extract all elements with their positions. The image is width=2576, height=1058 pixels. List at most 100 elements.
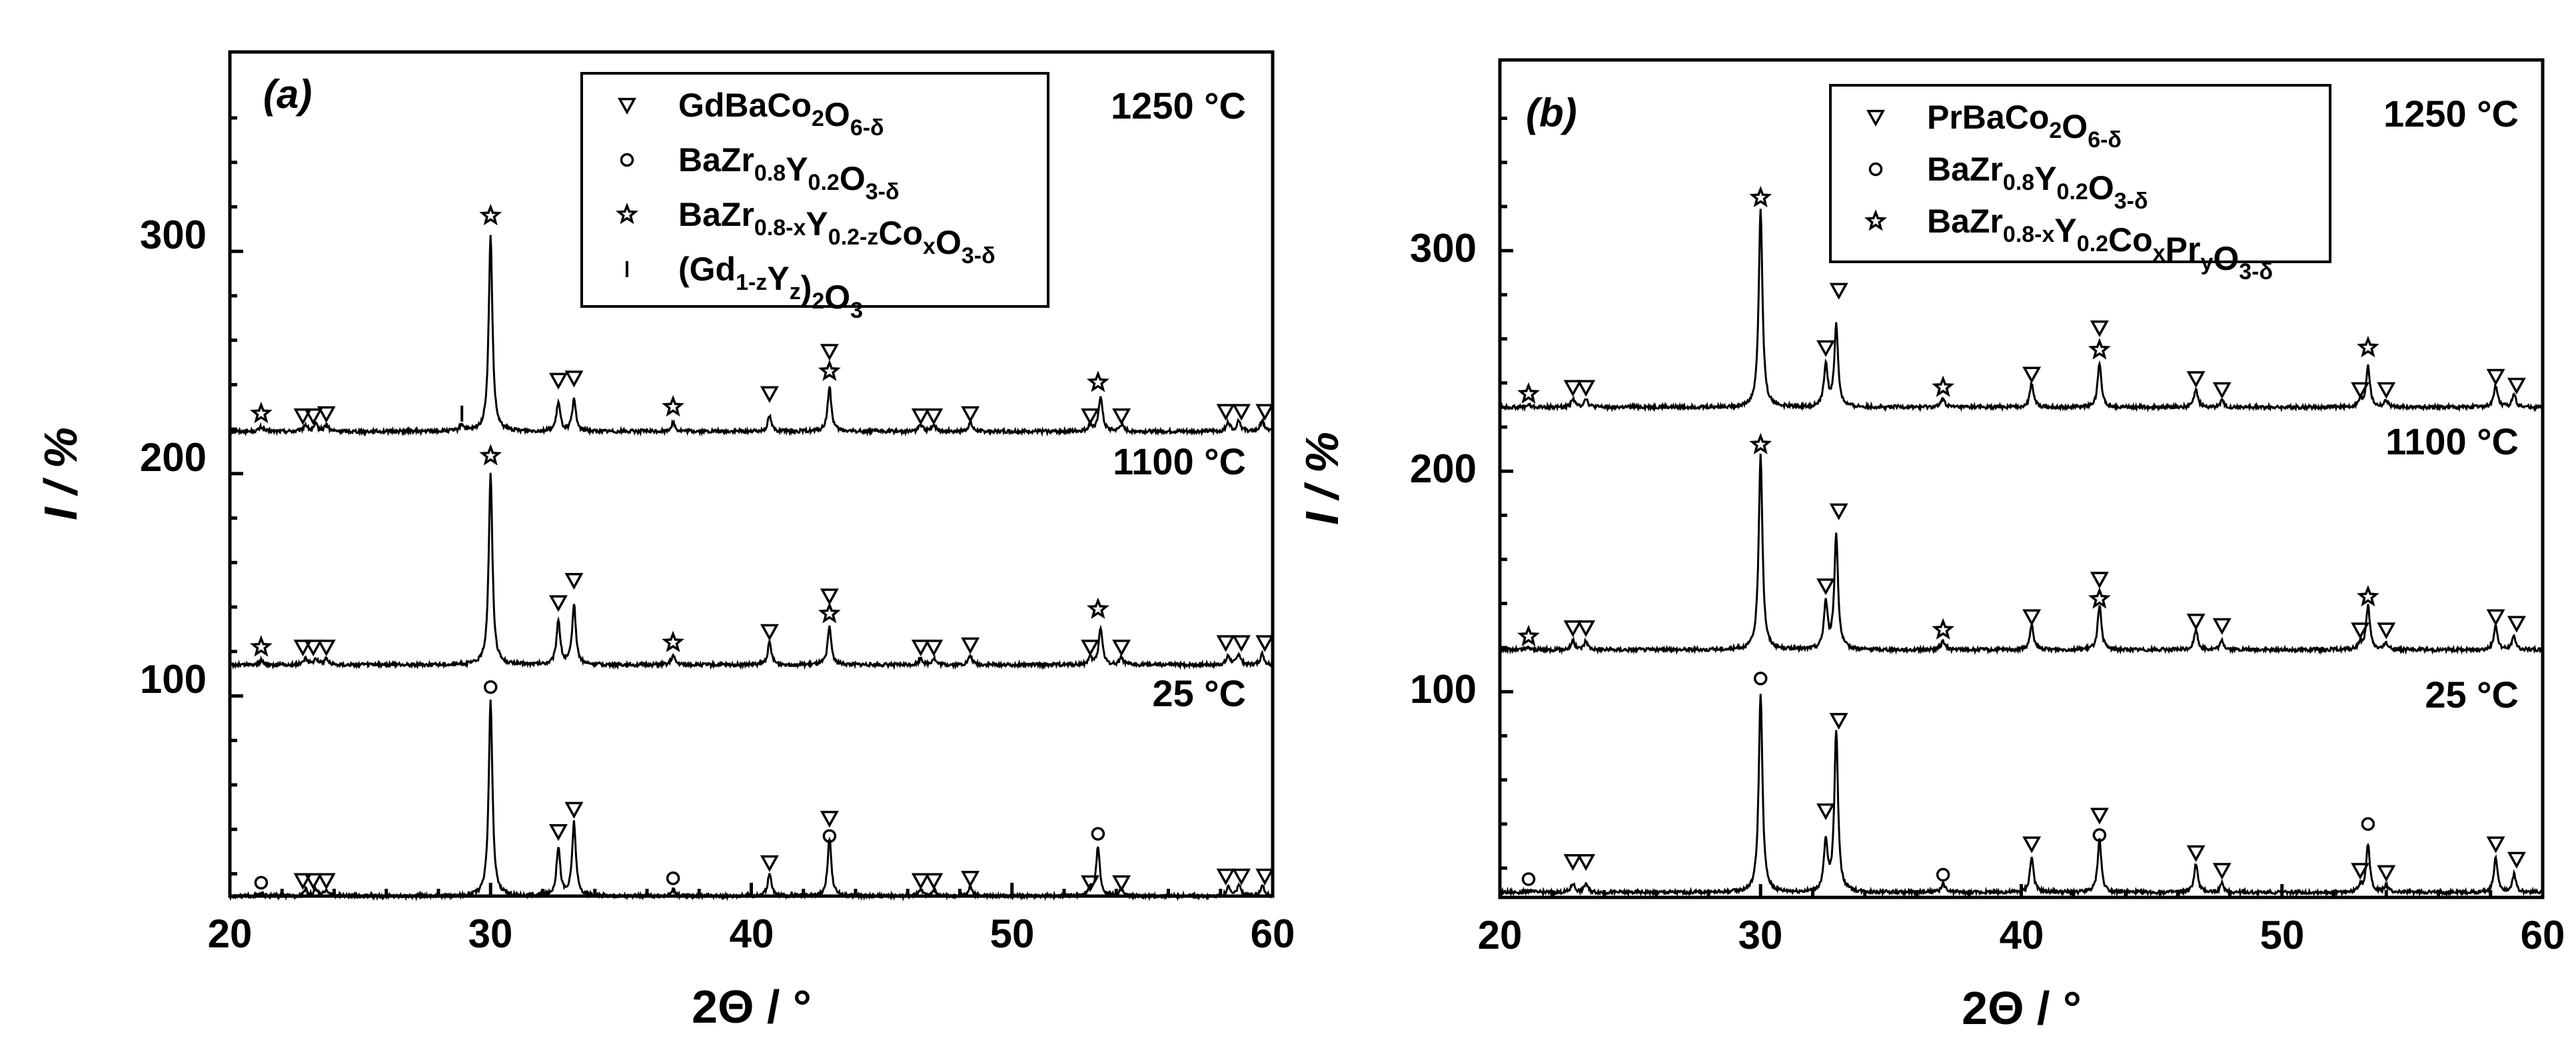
marker-triangle	[1563, 620, 1583, 638]
marker-triangle	[1829, 282, 1848, 300]
legend-label: BaZr0.8-xY0.2-zCoxO3-δ	[678, 196, 995, 268]
marker-triangle	[2186, 845, 2206, 862]
marker-triangle	[1816, 578, 1836, 596]
peak-markers	[1517, 185, 2526, 886]
marker-triangle	[1216, 868, 1235, 885]
marker-triangle	[1112, 408, 1131, 426]
y-tick-label: 200	[140, 435, 207, 480]
xrd-trace-1100C	[1499, 453, 2544, 656]
marker-triangle	[549, 372, 568, 390]
marker-triangle	[1816, 340, 1836, 357]
marker-triangle	[549, 595, 568, 612]
x-axis-label: 2Θ / °	[1962, 982, 2082, 1034]
marker-triangle	[618, 97, 636, 115]
xrd-trace-1100C	[229, 472, 1274, 670]
marker-triangle	[2090, 320, 2109, 338]
y-tick-label: 300	[140, 213, 207, 257]
marker-triangle	[924, 640, 944, 657]
temp-label-1100: 1100 °C	[1113, 440, 1246, 482]
xrd-trace-25C	[1499, 694, 2544, 898]
x-tick-label: 30	[1738, 913, 1783, 957]
marker-triangle	[2507, 616, 2526, 633]
legend-entries: PrBaCo2O6-δBaZr0.8Y0.2O3-δBaZr0.8-xY0.2C…	[1864, 99, 2273, 284]
xrd-trace-25C	[229, 699, 1274, 902]
marker-circle	[822, 829, 837, 843]
marker-circle	[2092, 828, 2107, 842]
marker-star	[2356, 585, 2379, 607]
y-ticks	[230, 116, 243, 876]
marker-triangle	[911, 873, 930, 890]
marker-triangle	[1081, 408, 1100, 426]
temp-label-1250: 1250 °C	[2383, 93, 2519, 135]
panel-label: (a)	[263, 72, 312, 117]
marker-triangle	[1829, 713, 1848, 730]
marker-star	[1086, 597, 1109, 619]
marker-triangle	[1829, 503, 1848, 520]
marker-triangle	[2212, 618, 2232, 635]
marker-circle	[620, 153, 634, 167]
y-tick-label: 100	[1410, 667, 1477, 712]
marker-triangle	[1232, 635, 1251, 652]
legend-label: BaZr0.8Y0.2O3-δ	[678, 141, 900, 205]
marker-triangle	[304, 640, 323, 657]
y-axis-label: I / %	[35, 427, 87, 520]
marker-triangle	[317, 873, 336, 890]
x-tick-label: 40	[730, 911, 774, 956]
marker-triangle	[961, 637, 980, 654]
marker-triangle	[293, 640, 313, 657]
marker-star	[1086, 370, 1109, 392]
marker-triangle	[549, 824, 568, 841]
marker-triangle	[2022, 836, 2042, 853]
marker-triangle	[961, 871, 980, 888]
legend-box	[580, 72, 1049, 308]
legend-box	[1829, 84, 2331, 263]
marker-triangle	[1255, 868, 1275, 885]
marker-circle	[1521, 872, 1536, 886]
marker-triangle	[1577, 380, 1596, 397]
marker-triangle	[317, 640, 336, 657]
panel-a: 20 30 40 50 60 100 200 300 2Θ / ° I / % …	[35, 50, 1295, 1033]
marker-star	[2088, 338, 2111, 360]
marker-star	[615, 203, 639, 225]
marker-triangle	[1563, 380, 1583, 397]
marker-circle	[1091, 827, 1105, 841]
marker-star	[2356, 335, 2379, 358]
temp-label-25: 25 °C	[1152, 672, 1246, 714]
marker-triangle	[2486, 368, 2505, 386]
legend-label: BaZr0.8Y0.2O3-δ	[1927, 151, 2148, 214]
marker-triangle	[2486, 609, 2505, 626]
marker-star	[249, 401, 273, 424]
marker-star	[818, 359, 841, 381]
marker-triangle	[1232, 868, 1251, 885]
marker-triangle	[2090, 807, 2109, 825]
legend-label: BaZr0.8-xY0.2CoxPryO3-δ	[1927, 203, 2273, 284]
marker-circle	[2361, 817, 2375, 831]
marker-triangle	[1081, 875, 1100, 892]
marker-star	[479, 444, 502, 466]
marker-triangle	[760, 624, 779, 641]
marker-triangle	[293, 408, 313, 426]
x-tick-label: 60	[2521, 913, 2565, 957]
x-tick-label: 20	[1478, 913, 1523, 957]
x-tick-label: 50	[2260, 913, 2305, 957]
marker-triangle	[2377, 865, 2396, 882]
marker-triangle	[911, 408, 930, 426]
marker-triangle	[293, 873, 313, 890]
marker-star	[1517, 382, 1540, 404]
y-tick-label: 100	[140, 657, 207, 702]
marker-triangle	[564, 801, 584, 819]
marker-triangle	[2351, 863, 2370, 880]
x-tick-label: 60	[1251, 911, 1295, 956]
marker-triangle	[760, 386, 779, 403]
marker-triangle	[820, 344, 839, 361]
marker-triangle	[1577, 853, 1596, 871]
temp-label-1100: 1100 °C	[2385, 420, 2519, 462]
y-axis-label: I / %	[1296, 432, 1348, 525]
marker-triangle	[2377, 382, 2396, 399]
marker-triangle	[2351, 382, 2370, 399]
x-tick-label: 50	[990, 911, 1035, 956]
marker-star	[1749, 185, 1772, 208]
marker-triangle	[2212, 382, 2232, 399]
temp-label-1250: 1250 °C	[1111, 85, 1246, 127]
marker-star	[1932, 618, 1955, 640]
